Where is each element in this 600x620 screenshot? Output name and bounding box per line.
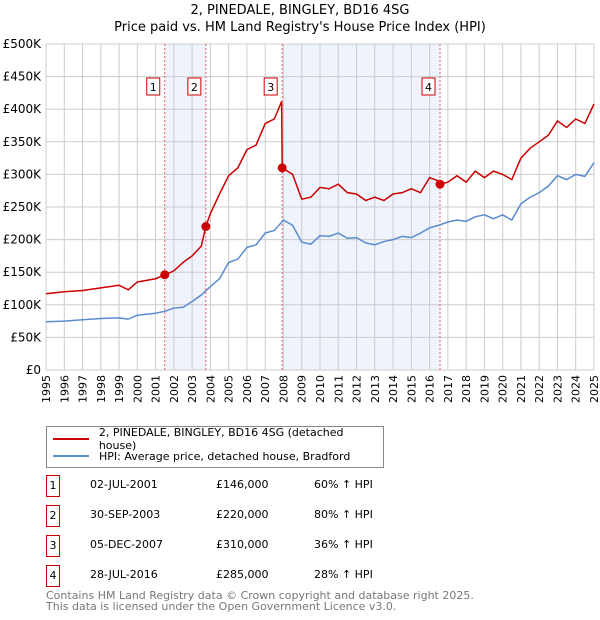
x-tick-label: 2003 xyxy=(186,375,199,403)
footer-line1: Contains HM Land Registry data © Crown c… xyxy=(46,589,474,602)
x-tick-label: 2004 xyxy=(204,375,217,403)
chart-subtitle: Price paid vs. HM Land Registry's House … xyxy=(114,20,486,35)
sale-date: 28-JUL-2016 xyxy=(90,568,158,581)
sale-point xyxy=(435,179,445,189)
sale-label-box xyxy=(187,77,202,96)
sale-label-number: 3 xyxy=(267,81,274,94)
sale-hpi-diff: 28% ↑ HPI xyxy=(314,568,373,581)
legend-swatch-red xyxy=(53,438,89,440)
legend-label: HPI: Average price, detached house, Brad… xyxy=(99,449,351,463)
sale-price: £285,000 xyxy=(216,568,269,581)
sale-label-box xyxy=(146,77,161,96)
sale-date: 05-DEC-2007 xyxy=(90,538,164,551)
legend-item-hpi: HPI: Average price, detached house, Brad… xyxy=(53,448,350,464)
x-tick-label: 2002 xyxy=(168,375,181,403)
hpi-line xyxy=(45,162,595,323)
y-tick-label: £250K xyxy=(3,200,43,214)
x-tick-label: 1995 xyxy=(40,375,53,403)
x-tick-label: 2016 xyxy=(424,375,437,403)
sale-hpi-diff: 80% ↑ HPI xyxy=(314,508,373,521)
y-tick-label: £200K xyxy=(3,233,43,247)
y-tick-label: £500K xyxy=(3,37,43,51)
sale-number: 2 xyxy=(46,505,60,527)
y-tick-label: £300K xyxy=(3,167,43,181)
sale-hpi-diff: 36% ↑ HPI xyxy=(314,538,373,551)
x-tick-label: 2015 xyxy=(405,375,418,403)
sale-date: 30-SEP-2003 xyxy=(90,508,161,521)
y-tick-label: £150K xyxy=(3,265,43,279)
sale-row: 2 30-SEP-2003 £220,000 80% ↑ HPI xyxy=(46,505,446,527)
x-tick-label: 2020 xyxy=(497,375,510,403)
legend-item-property: 2, PINEDALE, BINGLEY, BD16 4SG (detached… xyxy=(53,426,383,452)
x-tick-label: 2019 xyxy=(478,375,491,403)
sale-number: 3 xyxy=(46,535,60,557)
sale-hpi-diff: 60% ↑ HPI xyxy=(314,478,373,491)
sale-label-box xyxy=(421,77,436,96)
x-tick-label: 2025 xyxy=(588,375,600,403)
sale-date: 02-JUL-2001 xyxy=(90,478,158,491)
legend-swatch-blue xyxy=(53,455,89,457)
x-tick-label: 2009 xyxy=(296,375,309,403)
x-tick-label: 1999 xyxy=(113,375,126,403)
x-tick-label: 2008 xyxy=(277,375,290,403)
sale-price: £220,000 xyxy=(216,508,269,521)
y-tick-label: £350K xyxy=(3,135,43,149)
x-tick-label: 2023 xyxy=(551,375,564,403)
footer-line2: This data is licensed under the Open Gov… xyxy=(46,600,397,613)
x-tick-label: 2011 xyxy=(332,375,345,403)
sale-label-number: 4 xyxy=(425,81,432,94)
legend: 2, PINEDALE, BINGLEY, BD16 4SG (detached… xyxy=(46,426,384,468)
y-tick-label: £400K xyxy=(3,102,43,116)
x-tick-label: 2000 xyxy=(131,375,144,403)
y-tick-label: £450K xyxy=(3,70,43,84)
sale-price: £310,000 xyxy=(216,538,269,551)
sale-number: 4 xyxy=(46,565,60,587)
chart-title: 2, PINEDALE, BINGLEY, BD16 4SG xyxy=(190,3,410,18)
x-tick-label: 2010 xyxy=(314,375,327,403)
x-tick-label: 2012 xyxy=(351,375,364,403)
y-tick-label: £100K xyxy=(3,298,43,312)
sale-label-box xyxy=(263,77,278,96)
sale-label-number: 1 xyxy=(150,81,157,94)
x-tick-label: 2017 xyxy=(442,375,455,403)
x-tick-label: 2014 xyxy=(387,375,400,403)
sale-label-number: 2 xyxy=(191,81,198,94)
plot-area: 1995 1996 1997 1998 1999 2000 2001 2002 2003 2004… xyxy=(3,37,600,403)
sale-point xyxy=(201,222,211,232)
x-tick-label: 2006 xyxy=(241,375,254,403)
x-tick-label: 2018 xyxy=(460,375,473,403)
x-tick-label: 2024 xyxy=(570,375,583,403)
sale-point xyxy=(160,270,170,280)
y-tick-label: £0 xyxy=(26,363,41,377)
y-tick-label: £50K xyxy=(10,330,42,344)
legend-label: 2, PINEDALE, BINGLEY, BD16 4SG (detached… xyxy=(98,426,344,452)
x-tick-label: 2001 xyxy=(150,375,163,403)
sale-point xyxy=(277,163,287,173)
x-tick-label: 2005 xyxy=(223,375,236,403)
sale-row: 3 05-DEC-2007 £310,000 36% ↑ HPI xyxy=(46,535,446,557)
x-tick-label: 2013 xyxy=(369,375,382,403)
sale-row: 1 02-JUL-2001 £146,000 60% ↑ HPI xyxy=(46,475,446,497)
x-tick-label: 1996 xyxy=(58,375,71,403)
property-price-line xyxy=(45,101,595,295)
x-tick-label: 1997 xyxy=(77,375,90,403)
footer: Contains HM Land Registry data © Crown c… xyxy=(46,590,474,612)
sale-price: £146,000 xyxy=(216,478,269,491)
sale-number: 1 xyxy=(46,475,60,497)
x-tick-label: 2007 xyxy=(259,375,272,403)
sale-row: 4 28-JUL-2016 £285,000 28% ↑ HPI xyxy=(46,565,446,587)
x-tick-label: 2021 xyxy=(515,375,528,403)
x-tick-label: 1998 xyxy=(95,375,108,403)
x-tick-label: 2022 xyxy=(533,375,546,403)
